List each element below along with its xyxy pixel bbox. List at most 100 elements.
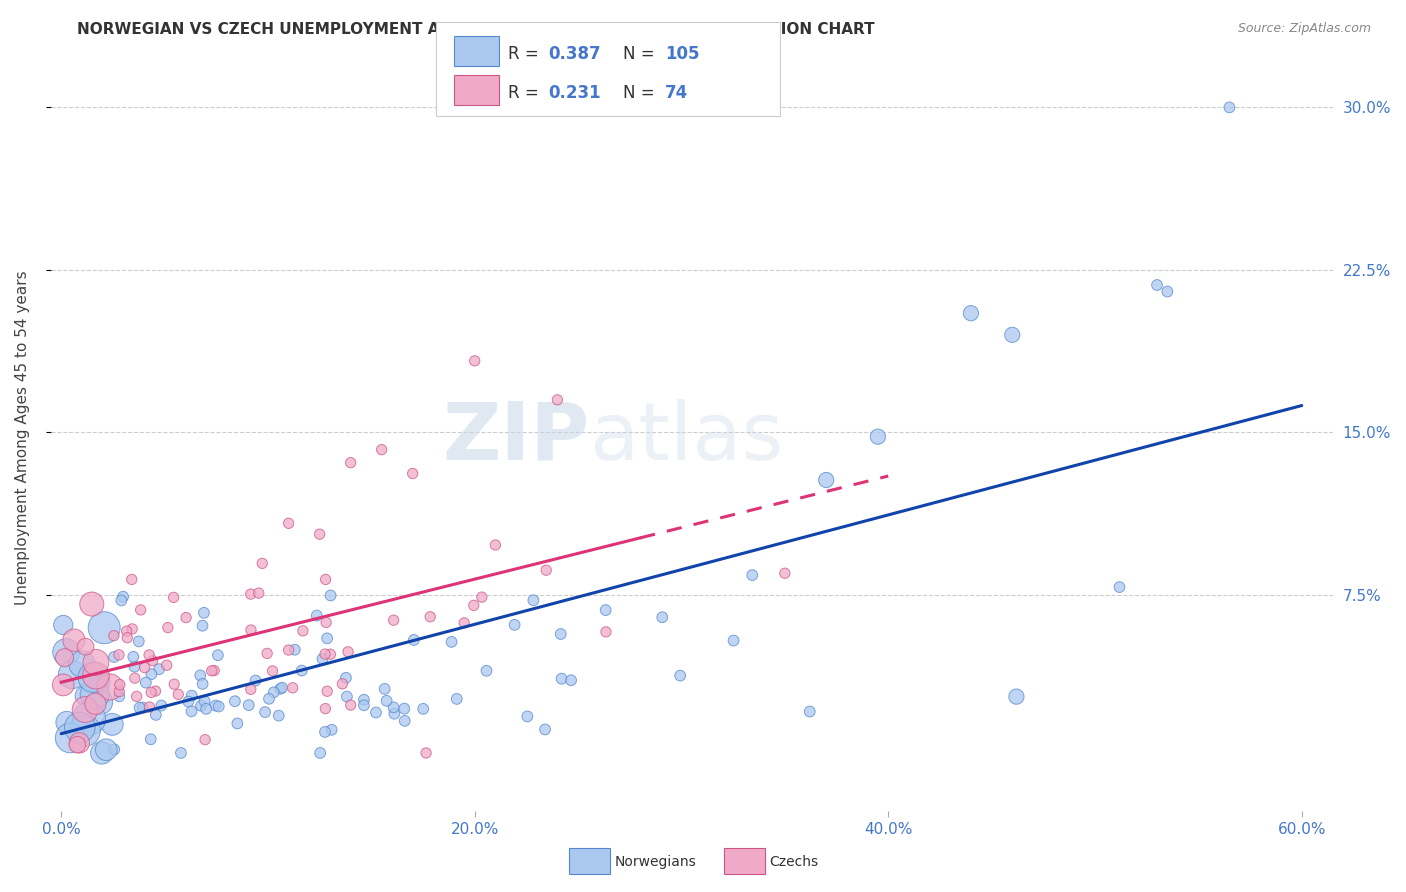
Point	[82, 670, 104, 684]
Y-axis label: Unemployment Among Ages 45 to 54 years: Unemployment Among Ages 45 to 54 years	[15, 270, 30, 605]
Point	[1156, 285, 1178, 299]
Point	[550, 627, 572, 641]
Text: N =: N =	[623, 45, 654, 62]
Point	[316, 632, 339, 646]
Point	[1218, 100, 1240, 114]
Point	[239, 682, 262, 697]
Point	[353, 693, 375, 707]
Point	[66, 738, 89, 752]
Point	[277, 643, 299, 657]
Point	[257, 691, 280, 706]
Point	[394, 701, 416, 715]
Point	[595, 624, 617, 639]
Point	[201, 664, 224, 678]
Point	[77, 712, 100, 726]
Point	[475, 664, 498, 678]
Point	[651, 610, 673, 624]
Point	[56, 715, 79, 730]
Point	[382, 700, 405, 714]
Point	[315, 615, 337, 630]
Point	[314, 701, 336, 715]
Point	[374, 681, 396, 696]
Text: 0.387: 0.387	[548, 45, 600, 62]
Text: Source: ZipAtlas.com: Source: ZipAtlas.com	[1237, 22, 1371, 36]
Point	[103, 650, 125, 665]
Point	[98, 680, 121, 694]
Point	[550, 672, 572, 686]
Point	[121, 573, 143, 587]
Point	[412, 702, 434, 716]
Point	[741, 568, 763, 582]
Point	[202, 664, 225, 678]
Point	[89, 695, 111, 709]
Point	[291, 624, 314, 638]
Point	[284, 642, 307, 657]
Point	[69, 721, 91, 735]
Point	[254, 705, 277, 719]
Point	[311, 652, 333, 666]
Point	[141, 667, 163, 681]
Point	[319, 647, 342, 661]
Point	[1005, 690, 1028, 704]
Point	[73, 689, 96, 703]
Point	[419, 609, 441, 624]
Point	[291, 664, 314, 678]
Point	[108, 684, 131, 698]
Point	[84, 697, 107, 711]
Point	[522, 593, 544, 607]
Point	[150, 698, 173, 713]
Point	[163, 677, 186, 691]
Point	[129, 603, 152, 617]
Point	[815, 473, 838, 487]
Point	[263, 685, 285, 699]
Point	[63, 633, 86, 648]
Point	[267, 708, 290, 723]
Point	[208, 699, 231, 714]
Point	[84, 656, 107, 670]
Text: R =: R =	[508, 45, 538, 62]
Point	[93, 621, 115, 635]
Point	[67, 736, 90, 750]
Point	[60, 667, 83, 681]
Point	[669, 668, 692, 682]
Point	[108, 648, 131, 662]
Point	[339, 456, 361, 470]
Point	[180, 704, 202, 718]
Point	[402, 467, 425, 481]
Point	[195, 702, 218, 716]
Point	[353, 698, 375, 713]
Point	[503, 617, 526, 632]
Point	[194, 694, 217, 708]
Point	[101, 717, 124, 731]
Point	[534, 563, 557, 577]
Point	[103, 742, 125, 756]
Point	[1146, 278, 1168, 293]
Point	[52, 618, 75, 632]
Text: atlas: atlas	[589, 399, 783, 476]
Point	[125, 690, 148, 704]
Point	[156, 621, 179, 635]
Point	[866, 430, 889, 444]
Point	[281, 681, 304, 695]
Point	[177, 695, 200, 709]
Point	[108, 690, 131, 704]
Point	[471, 590, 494, 604]
Point	[314, 647, 336, 661]
Point	[148, 662, 170, 676]
Point	[70, 657, 93, 672]
Point	[464, 354, 486, 368]
Point	[269, 681, 291, 696]
Point	[191, 618, 214, 632]
Point	[167, 687, 190, 701]
Point	[382, 706, 405, 721]
Point	[446, 692, 468, 706]
Point	[139, 685, 162, 699]
Point	[773, 566, 796, 581]
Point	[190, 698, 212, 713]
Text: 105: 105	[665, 45, 700, 62]
Text: R =: R =	[508, 84, 538, 102]
Point	[321, 723, 343, 737]
Point	[124, 671, 146, 685]
Point	[364, 706, 387, 720]
Point	[96, 743, 118, 757]
